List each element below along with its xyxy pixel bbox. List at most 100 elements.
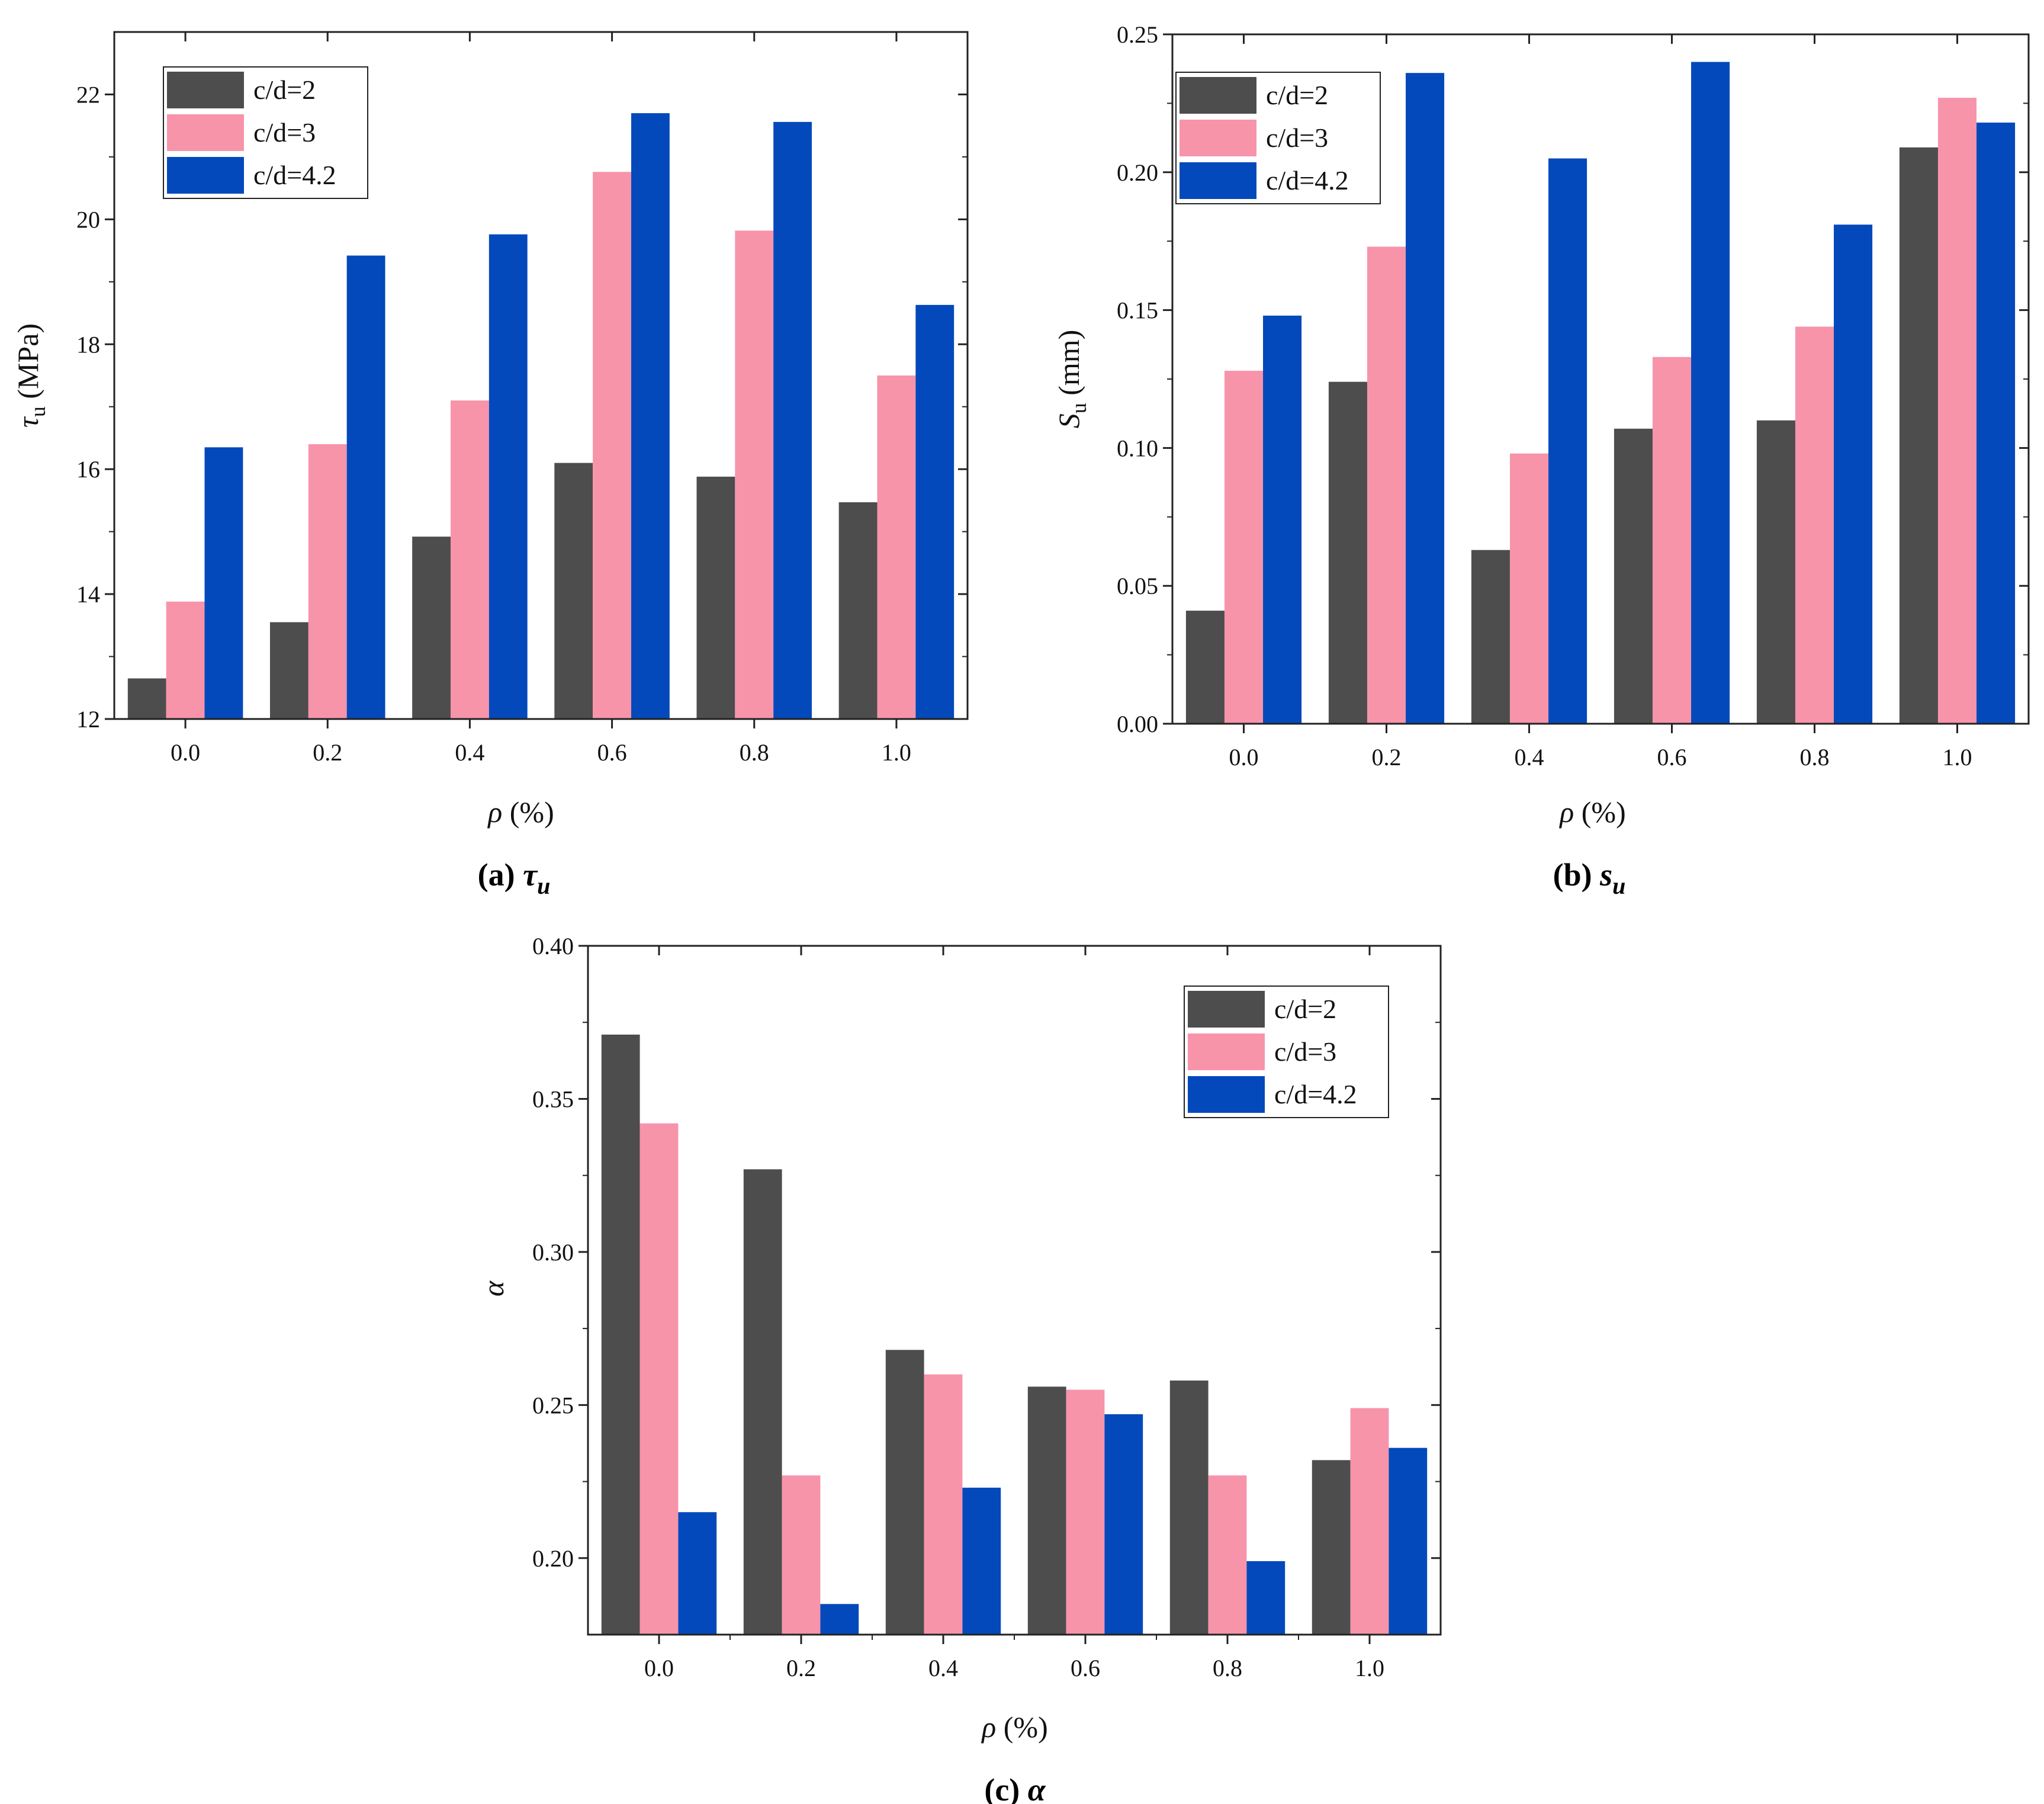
legend-swatch <box>1180 120 1256 156</box>
legend: c/d=2 c/d=3 c/d=4.2 <box>1175 72 1381 204</box>
bar <box>1899 147 1938 724</box>
y-tick-label: 0.40 <box>532 933 574 959</box>
legend-swatch <box>167 157 244 194</box>
bar <box>1169 1380 1209 1635</box>
legend-swatch <box>1180 77 1256 114</box>
bar <box>1756 420 1795 724</box>
y-tick-label: 0.30 <box>532 1239 574 1266</box>
bar <box>1834 224 1873 724</box>
x-tick-label: 0.2 <box>313 739 342 766</box>
legend-swatch <box>1188 1033 1265 1070</box>
legend-swatch <box>1180 162 1256 199</box>
x-tick-label: 0.0 <box>171 739 200 766</box>
bar <box>1614 428 1653 724</box>
legend: c/d=2 c/d=3 c/d=4.2 <box>163 66 368 199</box>
bar <box>1548 158 1587 724</box>
legend-label: c/d=4.2 <box>1274 1079 1357 1109</box>
bar <box>639 1123 679 1635</box>
bar <box>269 622 308 719</box>
y-tick-label: 0.20 <box>532 1545 574 1572</box>
bar <box>696 476 735 719</box>
x-tick-label: 0.0 <box>1229 744 1259 771</box>
x-tick-label: 0.2 <box>1372 744 1402 771</box>
y-tick-label: 16 <box>76 456 100 483</box>
legend-label: c/d=2 <box>253 75 316 105</box>
bar <box>1066 1389 1105 1635</box>
bar <box>1509 453 1549 724</box>
y-tick-label: 14 <box>76 581 100 608</box>
bar <box>631 113 670 719</box>
bar <box>346 255 385 719</box>
legend-label: c/d=3 <box>253 117 316 147</box>
legend-label: c/d=4.2 <box>1266 165 1349 195</box>
bar <box>593 172 632 720</box>
x-tick-label: 0.8 <box>1800 744 1830 771</box>
bar <box>488 234 528 719</box>
x-tick-label: 0.6 <box>597 739 627 766</box>
bar <box>1937 98 1977 724</box>
y-tick-label: 0.10 <box>1117 435 1158 461</box>
bar <box>166 601 205 719</box>
bar <box>1471 550 1510 724</box>
panel-caption: (b) su <box>1553 857 1626 899</box>
bar <box>1976 122 2016 724</box>
panel-caption: (a) τu <box>478 857 551 899</box>
bar <box>678 1512 717 1635</box>
x-tick-label: 0.8 <box>740 739 769 766</box>
bar <box>924 1374 963 1635</box>
bar <box>1027 1386 1066 1635</box>
bar <box>743 1169 782 1635</box>
x-axis-label: ρ (%) <box>487 795 554 829</box>
panel-caption: (c) α <box>984 1772 1046 1804</box>
bar <box>1367 246 1406 724</box>
bar <box>1312 1460 1351 1635</box>
bar <box>450 400 489 719</box>
legend-swatch <box>167 72 244 108</box>
bar <box>1104 1414 1143 1635</box>
x-tick-label: 1.0 <box>882 739 911 766</box>
legend-label: c/d=3 <box>1266 123 1328 153</box>
legend-label: c/d=2 <box>1274 994 1336 1024</box>
x-tick-label: 0.8 <box>1213 1655 1242 1681</box>
x-axis-label: ρ (%) <box>1558 795 1625 829</box>
legend-label: c/d=3 <box>1274 1036 1336 1067</box>
bar <box>1328 381 1367 724</box>
x-tick-label: 0.2 <box>786 1655 816 1681</box>
x-tick-label: 0.4 <box>455 739 484 766</box>
bar <box>915 304 954 719</box>
legend-swatch <box>1188 1076 1265 1113</box>
y-tick-label: 0.15 <box>1117 297 1158 324</box>
bar <box>1795 326 1834 724</box>
y-axis-label: τu (MPa) <box>11 323 50 428</box>
y-tick-label: 12 <box>76 706 100 733</box>
bar <box>962 1487 1001 1635</box>
x-tick-label: 0.4 <box>928 1655 958 1681</box>
y-tick-label: 0.20 <box>1117 159 1158 186</box>
bar <box>838 502 878 719</box>
chart-panel-2: 0.20 0.25 0.30 0.35 0.40 0.0 0.2 0.4 0.6 0.8 1.0 c/… <box>477 933 1442 1804</box>
bar <box>1224 371 1264 724</box>
y-tick-label: 20 <box>76 206 100 233</box>
y-tick-label: 0.25 <box>1117 21 1158 48</box>
bar <box>1350 1408 1389 1635</box>
legend-swatch <box>167 114 244 151</box>
x-tick-label: 0.6 <box>1071 1655 1100 1681</box>
x-tick-label: 1.0 <box>1355 1655 1384 1681</box>
y-tick-label: 0.35 <box>532 1086 574 1112</box>
bar <box>601 1034 640 1635</box>
plot-frame <box>113 31 969 720</box>
bar <box>127 678 166 719</box>
bar <box>204 447 243 719</box>
chart-panel-0: 12 14 16 18 20 22 0.0 0.2 0.4 0.6 0.8 1.0 c/d=2 c/d=3… <box>11 31 969 899</box>
x-tick-label: 1.0 <box>1943 744 1972 771</box>
x-tick-label: 0.4 <box>1515 744 1544 771</box>
bar <box>1263 315 1302 724</box>
bar <box>735 230 774 719</box>
y-axis-label: Su (mm) <box>1052 330 1091 429</box>
y-axis-label: α <box>477 1280 510 1296</box>
y-tick-label: 22 <box>76 81 100 108</box>
x-axis-label: ρ (%) <box>981 1710 1047 1744</box>
legend-label: c/d=4.2 <box>253 160 336 190</box>
bar <box>877 375 916 719</box>
